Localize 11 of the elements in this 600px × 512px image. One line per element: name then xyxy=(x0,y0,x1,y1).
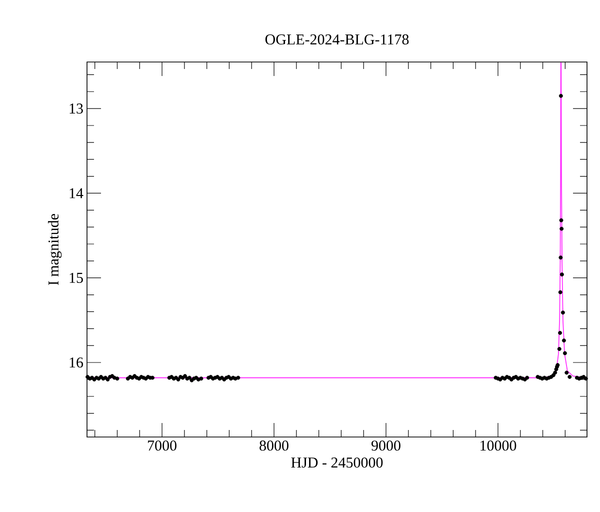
x-tick-label: 8000 xyxy=(260,440,288,451)
y-axis-title: I magnitude xyxy=(48,214,62,285)
x-tick-label: 10000 xyxy=(480,440,516,451)
x-tick-label: 9000 xyxy=(371,440,400,451)
chart-title: OGLE-2024-BLG-1178 xyxy=(265,34,409,44)
y-tick-label: 14 xyxy=(70,188,84,198)
y-tick-label: 13 xyxy=(70,104,83,114)
x-tick-label: 7000 xyxy=(148,440,176,451)
y-tick-label: 15 xyxy=(70,272,83,283)
x-axis-title: HJD - 2450000 xyxy=(291,457,383,468)
y-tick-label: 16 xyxy=(70,357,84,368)
